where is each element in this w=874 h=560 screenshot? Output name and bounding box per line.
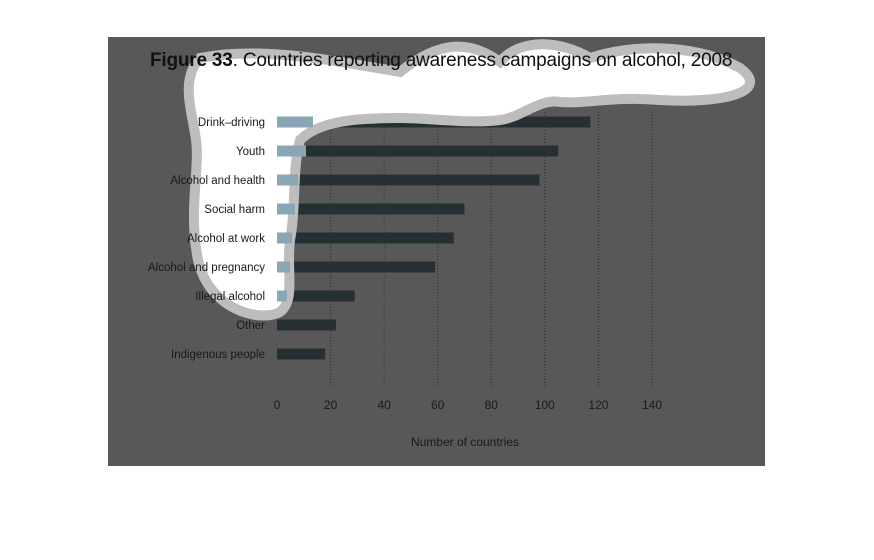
figure-title: Figure 33. Countries reporting awareness… <box>150 50 732 72</box>
highlight-blob-shape <box>183 39 755 321</box>
bar-highlight <box>277 203 295 215</box>
figure-caption: . Countries reporting awareness campaign… <box>232 50 733 71</box>
bar <box>277 145 559 157</box>
x-tick-label: 0 <box>274 398 281 412</box>
category-label: Alcohol and health <box>170 175 265 187</box>
bar <box>277 348 326 360</box>
bars <box>277 116 591 360</box>
x-tick-label: 60 <box>431 398 445 412</box>
bar-highlight <box>277 145 306 157</box>
category-label: Illegal alcohol <box>195 291 265 303</box>
bar <box>277 261 436 273</box>
x-tick-label: 40 <box>377 398 391 412</box>
category-label: Indigenous people <box>171 349 265 361</box>
bar <box>277 319 336 331</box>
bar <box>277 290 355 302</box>
category-label: Other <box>236 320 265 332</box>
x-tick-label: 20 <box>324 398 338 412</box>
highlight-bars <box>277 116 313 302</box>
bar-highlight <box>277 232 292 244</box>
category-labels: Drink–driving Youth Alcohol and health Soci… <box>148 117 265 361</box>
bar-highlight <box>277 261 290 273</box>
bar-highlight <box>277 290 287 302</box>
figure-number: Figure 33 <box>150 50 233 71</box>
category-label: Youth <box>236 146 265 158</box>
x-axis-title: Number of countries <box>411 435 519 449</box>
bar-highlight <box>277 174 298 186</box>
category-label: Alcohol at work <box>187 233 265 245</box>
bar <box>277 174 540 186</box>
x-tick-label: 140 <box>642 398 662 412</box>
x-tick-label: 80 <box>485 398 499 412</box>
x-tick-label: 120 <box>588 398 608 412</box>
x-axis-ticks: 0 20 40 60 80 100 120 140 <box>274 398 663 412</box>
grid-lines <box>330 112 653 388</box>
x-tick-label: 100 <box>535 398 555 412</box>
category-label: Drink–driving <box>198 117 265 129</box>
bar <box>277 203 465 215</box>
category-label: Social harm <box>204 204 265 216</box>
bar-highlight <box>277 116 313 128</box>
category-label: Alcohol and pregnancy <box>148 262 265 274</box>
highlight-blob <box>183 39 755 321</box>
bar <box>277 232 454 244</box>
